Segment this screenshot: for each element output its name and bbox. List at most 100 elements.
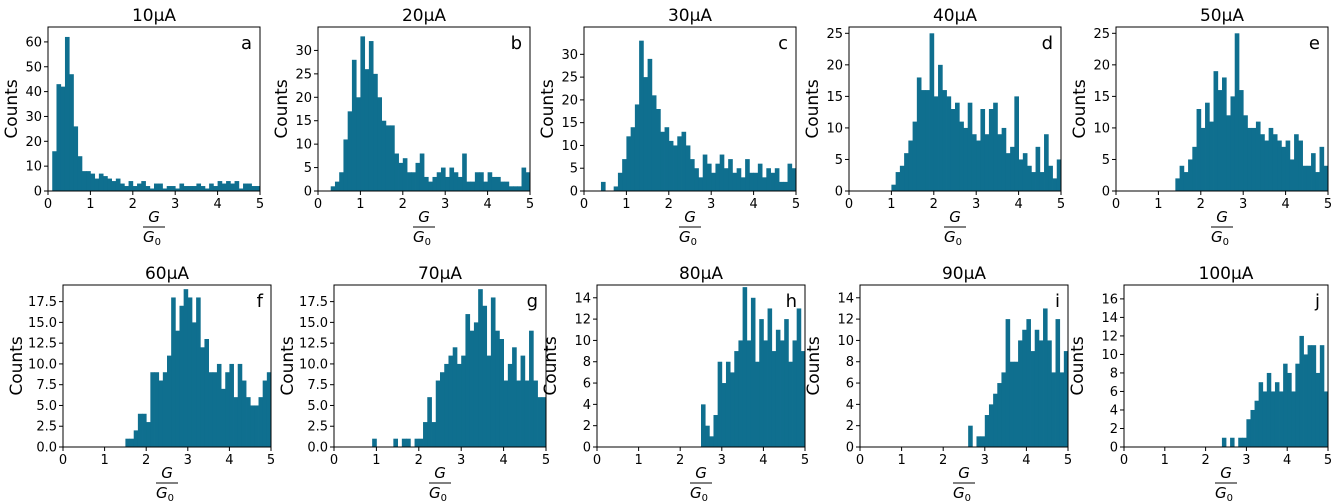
bar <box>1039 172 1045 191</box>
bar <box>414 438 420 447</box>
bar <box>1038 340 1044 447</box>
panel-letter: d <box>1042 33 1053 54</box>
bar <box>196 183 202 191</box>
panel-letter: b <box>511 33 522 54</box>
bar <box>788 361 793 447</box>
bar <box>1221 437 1227 447</box>
x-tick-label: 3 <box>1242 453 1250 468</box>
y-tick-label: 8 <box>1110 366 1118 381</box>
bar <box>525 172 531 191</box>
x-label-subscript: 0 <box>691 237 697 248</box>
bar <box>200 186 206 191</box>
bar <box>150 372 155 447</box>
y-tick-label: 10 <box>837 334 854 349</box>
bar <box>600 181 606 191</box>
bar <box>98 173 104 191</box>
x-tick-label: 2 <box>399 197 407 212</box>
bar <box>779 181 784 191</box>
bar <box>1254 400 1260 447</box>
y-tick-label: 2.5 <box>307 420 328 435</box>
bar <box>993 393 998 447</box>
y-tick-label: 25 <box>826 27 843 42</box>
bar <box>390 125 395 191</box>
bar <box>166 186 172 191</box>
bar <box>133 430 139 447</box>
y-tick-label: 0 <box>1102 185 1110 200</box>
bar <box>478 289 483 447</box>
bar <box>103 176 108 191</box>
bar <box>1298 140 1303 191</box>
bar <box>681 131 687 191</box>
panel-letter: a <box>241 33 252 54</box>
y-axis-label: Counts <box>278 336 298 395</box>
axes-frame <box>848 26 1062 192</box>
x-tick-label: 1 <box>100 453 108 468</box>
bar <box>1279 391 1284 447</box>
axes-frame <box>317 26 531 192</box>
panel-letter: g <box>527 291 538 312</box>
y-tick-label: 2 <box>1110 422 1118 437</box>
x-label-numerator: G <box>161 464 173 482</box>
bar <box>132 186 138 191</box>
x-tick-label: 3 <box>184 453 192 468</box>
bar <box>229 363 234 447</box>
bar <box>787 163 793 191</box>
bar <box>701 404 706 447</box>
bar <box>158 380 164 447</box>
bar <box>496 176 501 191</box>
x-tick-label: 1 <box>86 197 94 212</box>
bar <box>183 186 189 191</box>
x-tick-label: 5 <box>792 197 800 212</box>
bar <box>717 361 723 447</box>
bar <box>394 153 399 191</box>
y-tick-label: 25 <box>1093 27 1110 42</box>
bar <box>1035 146 1041 191</box>
y-tick-label: 16 <box>1101 292 1118 307</box>
bar <box>725 361 731 447</box>
bar <box>448 355 454 447</box>
y-tick-label: 6 <box>1110 385 1118 400</box>
bar <box>495 330 500 447</box>
y-tick-label: 12 <box>837 313 854 328</box>
axes-frame <box>333 284 547 448</box>
panel-letter: h <box>786 291 797 312</box>
bar <box>721 383 727 447</box>
x-tick-label: 5 <box>542 453 550 468</box>
bar <box>946 96 952 191</box>
x-tick-label: 4 <box>1281 197 1289 212</box>
bar <box>1200 127 1206 191</box>
bar <box>774 168 780 191</box>
bar <box>381 120 387 191</box>
bar <box>1192 146 1197 191</box>
x-label-subscript: 0 <box>425 237 431 248</box>
bar <box>1230 437 1235 447</box>
bar <box>980 109 986 191</box>
y-tick-label: 20 <box>561 93 578 108</box>
bar <box>622 159 627 191</box>
bar <box>639 40 644 191</box>
bar <box>950 109 956 191</box>
x-tick-label: 4 <box>1014 197 1022 212</box>
bar <box>933 96 939 191</box>
panel-b: 0 5 10 15 20 25 30 0 1 2 3 4 5 20µA b Counts G G0 <box>272 6 534 248</box>
bar <box>254 405 259 447</box>
bar <box>1034 329 1040 447</box>
x-tick-label: 0 <box>59 453 67 468</box>
bar <box>766 168 771 191</box>
bar <box>237 363 243 447</box>
x-label-denominator: G0 <box>143 228 161 248</box>
bar <box>452 347 458 447</box>
y-tick-label: 2.5 <box>36 420 57 435</box>
x-label-numerator: G <box>434 464 446 482</box>
y-tick-label: 25 <box>561 71 578 86</box>
bar <box>1272 134 1278 191</box>
bar <box>456 363 462 447</box>
x-tick-label: 3 <box>707 197 715 212</box>
bar <box>377 97 382 191</box>
y-tick-label: 15 <box>1093 90 1110 105</box>
x-tick-label: 5 <box>1057 197 1065 212</box>
bar <box>1179 165 1185 191</box>
bar <box>1323 165 1329 191</box>
panel-title: 50µA <box>1200 6 1244 26</box>
